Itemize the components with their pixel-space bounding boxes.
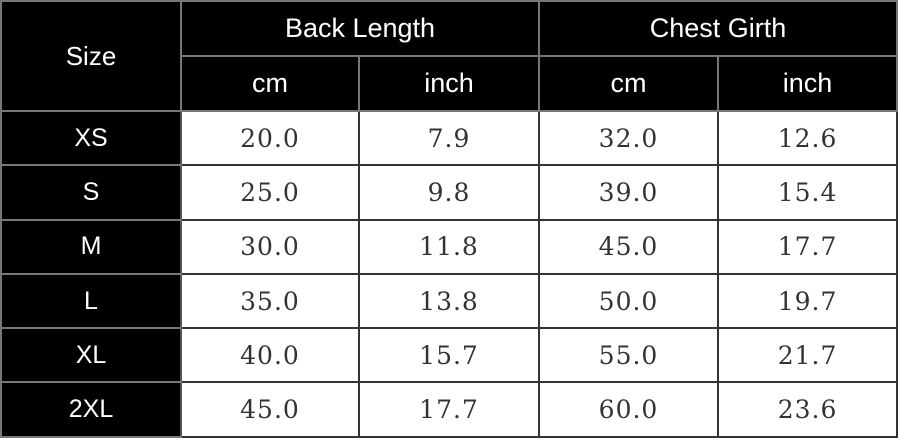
measurement-cell: 45.0: [538, 218, 720, 275]
measurement-cell: 17.7: [717, 218, 898, 275]
header-row-units: cm inch cm inch: [1, 55, 898, 112]
measurement-cell: 9.8: [357, 164, 541, 221]
unit-header: cm: [538, 55, 720, 112]
measurement-cell: 55.0: [538, 327, 720, 384]
measurement-cell: 19.7: [717, 272, 898, 330]
table-row: S 25.0 9.8 39.0 15.4: [0, 164, 898, 221]
size-label: XL: [0, 327, 182, 384]
header-row-groups: Size Back Length Chest Girth: [0, 0, 898, 112]
unit-header: cm: [180, 55, 360, 112]
measurement-cell: 60.0: [538, 381, 720, 438]
measurement-cell: 45.0: [180, 381, 360, 438]
measurement-cell: 12.6: [717, 109, 898, 167]
table-row: XS 20.0 7.9 32.0 12.6: [0, 109, 898, 167]
unit-header: inch: [357, 55, 541, 112]
measurement-cell: 23.6: [717, 381, 898, 438]
size-label: M: [0, 218, 182, 275]
measurement-cell: 40.0: [180, 327, 360, 384]
measurement-cell: 17.7: [357, 381, 541, 438]
measurement-cell: 39.0: [538, 164, 720, 221]
measurement-cell: 30.0: [180, 218, 360, 275]
size-label: 2XL: [0, 381, 182, 438]
measurement-cell: 20.0: [180, 109, 360, 167]
chest-girth-header: Chest Girth: [538, 0, 898, 57]
measurement-cell: 21.7: [717, 327, 898, 384]
measurement-cell: 7.9: [357, 109, 541, 167]
table-row: M 30.0 11.8 45.0 17.7: [0, 218, 898, 275]
size-header: Size: [0, 0, 182, 112]
unit-header: inch: [717, 55, 898, 112]
size-label: L: [0, 272, 182, 330]
measurement-cell: 13.8: [357, 272, 541, 330]
measurement-cell: 11.8: [357, 218, 541, 275]
back-length-header: Back Length: [179, 0, 541, 57]
table-row: XL 40.0 15.7 55.0 21.7: [0, 327, 898, 384]
measurement-cell: 32.0: [538, 109, 720, 167]
measurement-cell: 15.4: [717, 164, 898, 221]
measurement-cell: 50.0: [538, 272, 720, 330]
measurement-cell: 35.0: [180, 272, 360, 330]
measurement-cell: 25.0: [180, 164, 360, 221]
size-label: S: [0, 164, 182, 221]
measurement-cell: 15.7: [357, 327, 541, 384]
table-row: L 35.0 13.8 50.0 19.7: [0, 272, 898, 330]
table-row: 2XL 45.0 17.7 60.0 23.6: [0, 381, 898, 438]
size-label: XS: [0, 109, 182, 167]
